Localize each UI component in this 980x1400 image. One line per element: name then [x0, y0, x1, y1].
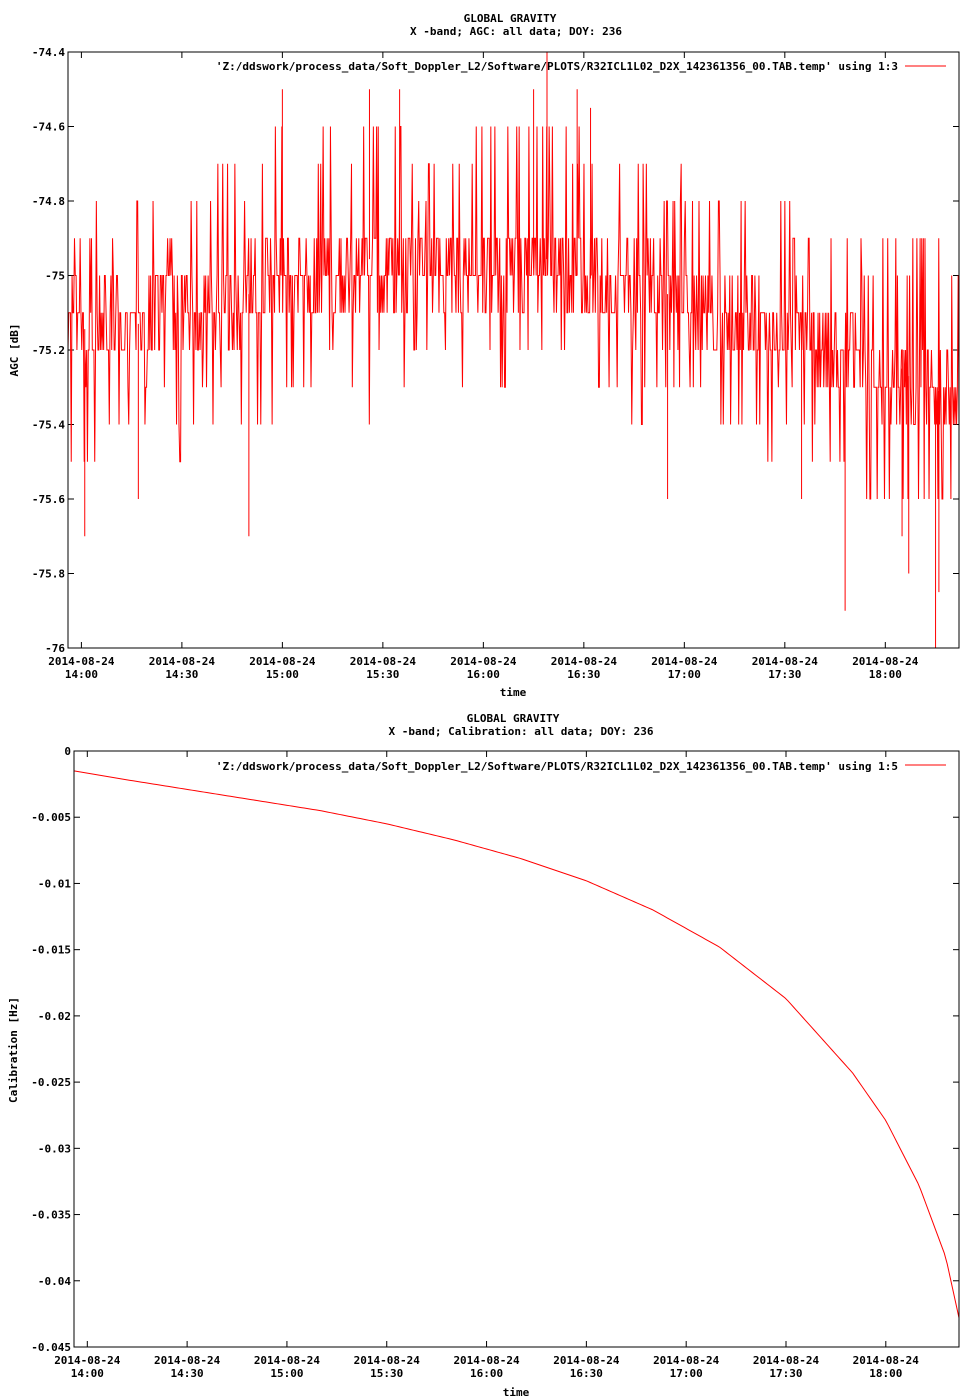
agc-x-tick-time: 15:00 — [266, 668, 299, 681]
agc-x-tick-time: 16:00 — [467, 668, 500, 681]
calibration-x-ticks: 2014-08-2414:002014-08-2414:302014-08-24… — [54, 751, 919, 1380]
calibration-x-tick-date: 2014-08-24 — [853, 1354, 920, 1367]
agc-x-tick-date: 2014-08-24 — [551, 655, 618, 668]
agc-x-tick-time: 17:30 — [768, 668, 801, 681]
calibration-x-tick-date: 2014-08-24 — [753, 1354, 820, 1367]
calibration-plot-frame — [73, 750, 960, 1348]
calibration-y-tick-label: -0.015 — [31, 944, 71, 957]
agc-y-tick-label: -74.8 — [32, 195, 65, 208]
agc-series-path — [67, 126, 960, 500]
calibration-y-tick-label: -0.035 — [31, 1209, 71, 1222]
calibration-x-tick-time: 17:00 — [670, 1367, 703, 1380]
calibration-x-tick-time: 15:30 — [370, 1367, 403, 1380]
calibration-x-tick-time: 15:00 — [270, 1367, 303, 1380]
calibration-x-tick-date: 2014-08-24 — [54, 1354, 121, 1367]
agc-x-tick-date: 2014-08-24 — [852, 655, 919, 668]
calibration-x-tick-date: 2014-08-24 — [354, 1354, 421, 1367]
agc-x-tick-date: 2014-08-24 — [350, 655, 417, 668]
calibration-chart: GLOBAL GRAVITY X -band; Calibration: all… — [7, 712, 960, 1399]
calibration-x-tick-time: 17:30 — [769, 1367, 802, 1380]
agc-x-tick-time: 18:00 — [869, 668, 902, 681]
agc-y-tick-label: -75.2 — [32, 344, 65, 357]
agc-y-tick-label: -76 — [45, 642, 65, 655]
agc-x-tick-date: 2014-08-24 — [450, 655, 517, 668]
agc-y-tick-label: -75.6 — [32, 493, 65, 506]
agc-y-axis-label: AGC [dB] — [8, 324, 21, 377]
agc-chart-subtitle: X -band; AGC: all data; DOY: 236 — [410, 25, 622, 38]
calibration-y-tick-label: -0.025 — [31, 1076, 71, 1089]
calibration-y-axis-label: Calibration [Hz] — [7, 997, 20, 1103]
agc-chart: GLOBAL GRAVITY X -band; AGC: all data; D… — [8, 12, 960, 699]
agc-y-ticks: -74.4 -74.6 -74.8 -75 -75.2 -75.4 -75.6 -75.8 -7… — [32, 46, 959, 655]
agc-plot-frame — [67, 51, 960, 649]
agc-y-tick-label: -74.6 — [32, 121, 65, 134]
calibration-x-tick-date: 2014-08-24 — [254, 1354, 321, 1367]
agc-y-tick-label: -74.4 — [32, 46, 65, 59]
agc-y-tick-label: -75 — [45, 270, 65, 283]
calibration-y-tick-label: -0.01 — [38, 877, 71, 890]
agc-x-tick-time: 14:00 — [65, 668, 98, 681]
agc-x-tick-date: 2014-08-24 — [651, 655, 718, 668]
agc-x-tick-time: 16:30 — [567, 668, 600, 681]
calibration-x-tick-date: 2014-08-24 — [553, 1354, 620, 1367]
calibration-chart-subtitle: X -band; Calibration: all data; DOY: 236 — [389, 725, 654, 738]
agc-y-tick-label: -75.4 — [32, 419, 65, 432]
agc-legend: 'Z:/ddswork/process_data/Soft_Doppler_L2… — [216, 60, 946, 73]
calibration-x-tick-date: 2014-08-24 — [653, 1354, 720, 1367]
calibration-series-path — [73, 770, 960, 1318]
agc-y-tick-label: -75.8 — [32, 568, 65, 581]
calibration-x-tick-time: 14:30 — [171, 1367, 204, 1380]
calibration-series-line — [73, 770, 960, 1318]
agc-series-line — [67, 52, 960, 648]
agc-x-axis-label: time — [500, 686, 527, 699]
calibration-x-tick-date: 2014-08-24 — [453, 1354, 520, 1367]
calibration-legend: 'Z:/ddswork/process_data/Soft_Doppler_L2… — [216, 760, 946, 773]
agc-chart-title: GLOBAL GRAVITY — [464, 12, 557, 25]
agc-x-tick-time: 15:30 — [366, 668, 399, 681]
calibration-x-tick-time: 14:00 — [71, 1367, 104, 1380]
calibration-chart-title: GLOBAL GRAVITY — [467, 712, 560, 725]
agc-x-tick-date: 2014-08-24 — [149, 655, 216, 668]
calibration-x-axis-label: time — [503, 1386, 530, 1399]
calibration-x-tick-date: 2014-08-24 — [154, 1354, 221, 1367]
calibration-legend-label: 'Z:/ddswork/process_data/Soft_Doppler_L2… — [216, 760, 898, 773]
agc-x-tick-date: 2014-08-24 — [249, 655, 316, 668]
agc-x-tick-date: 2014-08-24 — [752, 655, 819, 668]
calibration-x-tick-time: 18:00 — [869, 1367, 902, 1380]
calibration-x-tick-time: 16:30 — [570, 1367, 603, 1380]
calibration-y-tick-label: -0.02 — [38, 1010, 71, 1023]
calibration-y-tick-label: -0.005 — [31, 811, 71, 824]
calibration-y-tick-label: -0.03 — [38, 1142, 71, 1155]
agc-x-tick-date: 2014-08-24 — [48, 655, 115, 668]
agc-x-tick-time: 14:30 — [165, 668, 198, 681]
calibration-y-tick-label: -0.04 — [38, 1275, 71, 1288]
calibration-y-tick-label: -0.045 — [31, 1341, 71, 1354]
agc-x-ticks: 2014-08-2414:002014-08-2414:302014-08-24… — [48, 52, 919, 681]
agc-legend-label: 'Z:/ddswork/process_data/Soft_Doppler_L2… — [216, 60, 898, 73]
calibration-x-tick-time: 16:00 — [470, 1367, 503, 1380]
agc-x-tick-time: 17:00 — [668, 668, 701, 681]
calibration-y-tick-label: 0 — [64, 745, 71, 758]
